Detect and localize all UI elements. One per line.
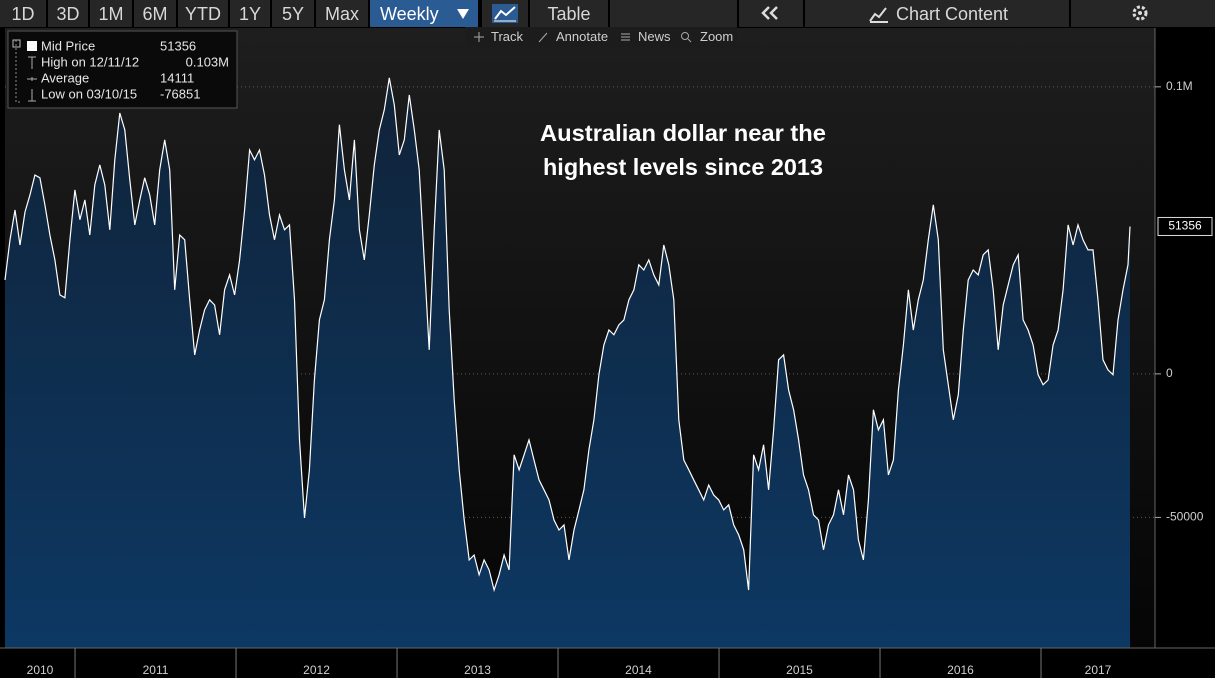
x-tick-label: 2015: [786, 663, 813, 677]
x-tick-label: 2012: [303, 663, 330, 677]
legend-label: Low on 03/10/15: [41, 86, 137, 101]
area-line: [4, 77, 1131, 593]
range-button[interactable]: 1Y: [230, 0, 270, 27]
x-tick-label: 2010: [27, 663, 54, 677]
annotation: Australian dollar near the highest level…: [540, 120, 826, 180]
legend-icon: [28, 56, 36, 69]
annotation-line: highest levels since 2013: [543, 154, 823, 180]
gear-icon: [1132, 5, 1148, 21]
legend-icon: [27, 77, 37, 81]
collapse-button[interactable]: [739, 0, 803, 27]
x-tick-label: 2017: [1085, 663, 1112, 677]
legend-tree: [15, 40, 22, 103]
toolbar-spacer: [610, 0, 737, 27]
last-value-label: 51356: [1168, 219, 1202, 233]
annotation-line: Australian dollar near the: [540, 120, 826, 146]
y-tick-label: -50000: [1166, 510, 1204, 524]
legend-icon: [28, 89, 36, 102]
range-button[interactable]: 1M: [90, 0, 132, 27]
y-tick-label: 0.1M: [1166, 79, 1193, 93]
chart-content-icon: [869, 7, 888, 23]
tool-button[interactable]: Annotate: [556, 29, 609, 44]
range-button[interactable]: YTD: [178, 0, 228, 27]
news-icon: [620, 27, 632, 53]
range-button[interactable]: 5Y: [272, 0, 314, 27]
range-button[interactable]: 1D: [0, 0, 46, 27]
settings-button[interactable]: [1071, 0, 1215, 27]
x-tick-label: 2011: [143, 663, 169, 677]
range-button[interactable]: Max: [316, 0, 368, 27]
legend-label: Mid Price: [41, 38, 95, 53]
zoom-icon: [680, 27, 692, 53]
last-value-box: [1157, 216, 1213, 236]
legend-value: -76851: [160, 86, 200, 101]
tool-button[interactable]: Zoom: [700, 29, 734, 44]
chart-view-button[interactable]: [482, 0, 528, 27]
chevron-icon: [761, 6, 778, 20]
legend-value: 14111: [160, 70, 194, 85]
area-fill: [5, 77, 1130, 648]
tool-button[interactable]: News: [638, 29, 671, 44]
dropdown-arrow: [457, 9, 469, 19]
chart-content-label: Chart Content: [896, 4, 1009, 24]
legend-value: 51356: [160, 38, 196, 53]
tool-bar: Track Annotate News Zoom: [465, 27, 737, 47]
tool-button[interactable]: Track: [491, 29, 524, 44]
table-button[interactable]: Table: [530, 0, 608, 27]
track-icon: [473, 27, 485, 53]
legend-value: 0.103M: [186, 54, 229, 69]
legend-label: High on 12/11/12: [41, 54, 139, 69]
frequency-dropdown[interactable]: Weekly: [370, 0, 478, 27]
chart-content-button[interactable]: Chart Content: [805, 0, 1069, 27]
range-button[interactable]: 3D: [48, 0, 88, 27]
chart-icon: [492, 4, 518, 23]
legend-swatch: [27, 41, 37, 51]
legend: Mid Price 51356 High on 12/11/12 0.103M Av…: [7, 30, 238, 109]
x-tick-label: 2016: [947, 663, 974, 677]
annotate-icon: [537, 27, 549, 53]
x-tick-label: 2013: [464, 663, 491, 677]
legend-box: [7, 30, 238, 109]
legend-label: Average: [41, 70, 89, 85]
x-tick-label: 2014: [625, 663, 652, 677]
y-tick-label: 0: [1166, 366, 1173, 380]
frequency-label: Weekly: [380, 4, 439, 24]
legend-collapse: [12, 39, 21, 48]
range-button[interactable]: 6M: [134, 0, 176, 27]
